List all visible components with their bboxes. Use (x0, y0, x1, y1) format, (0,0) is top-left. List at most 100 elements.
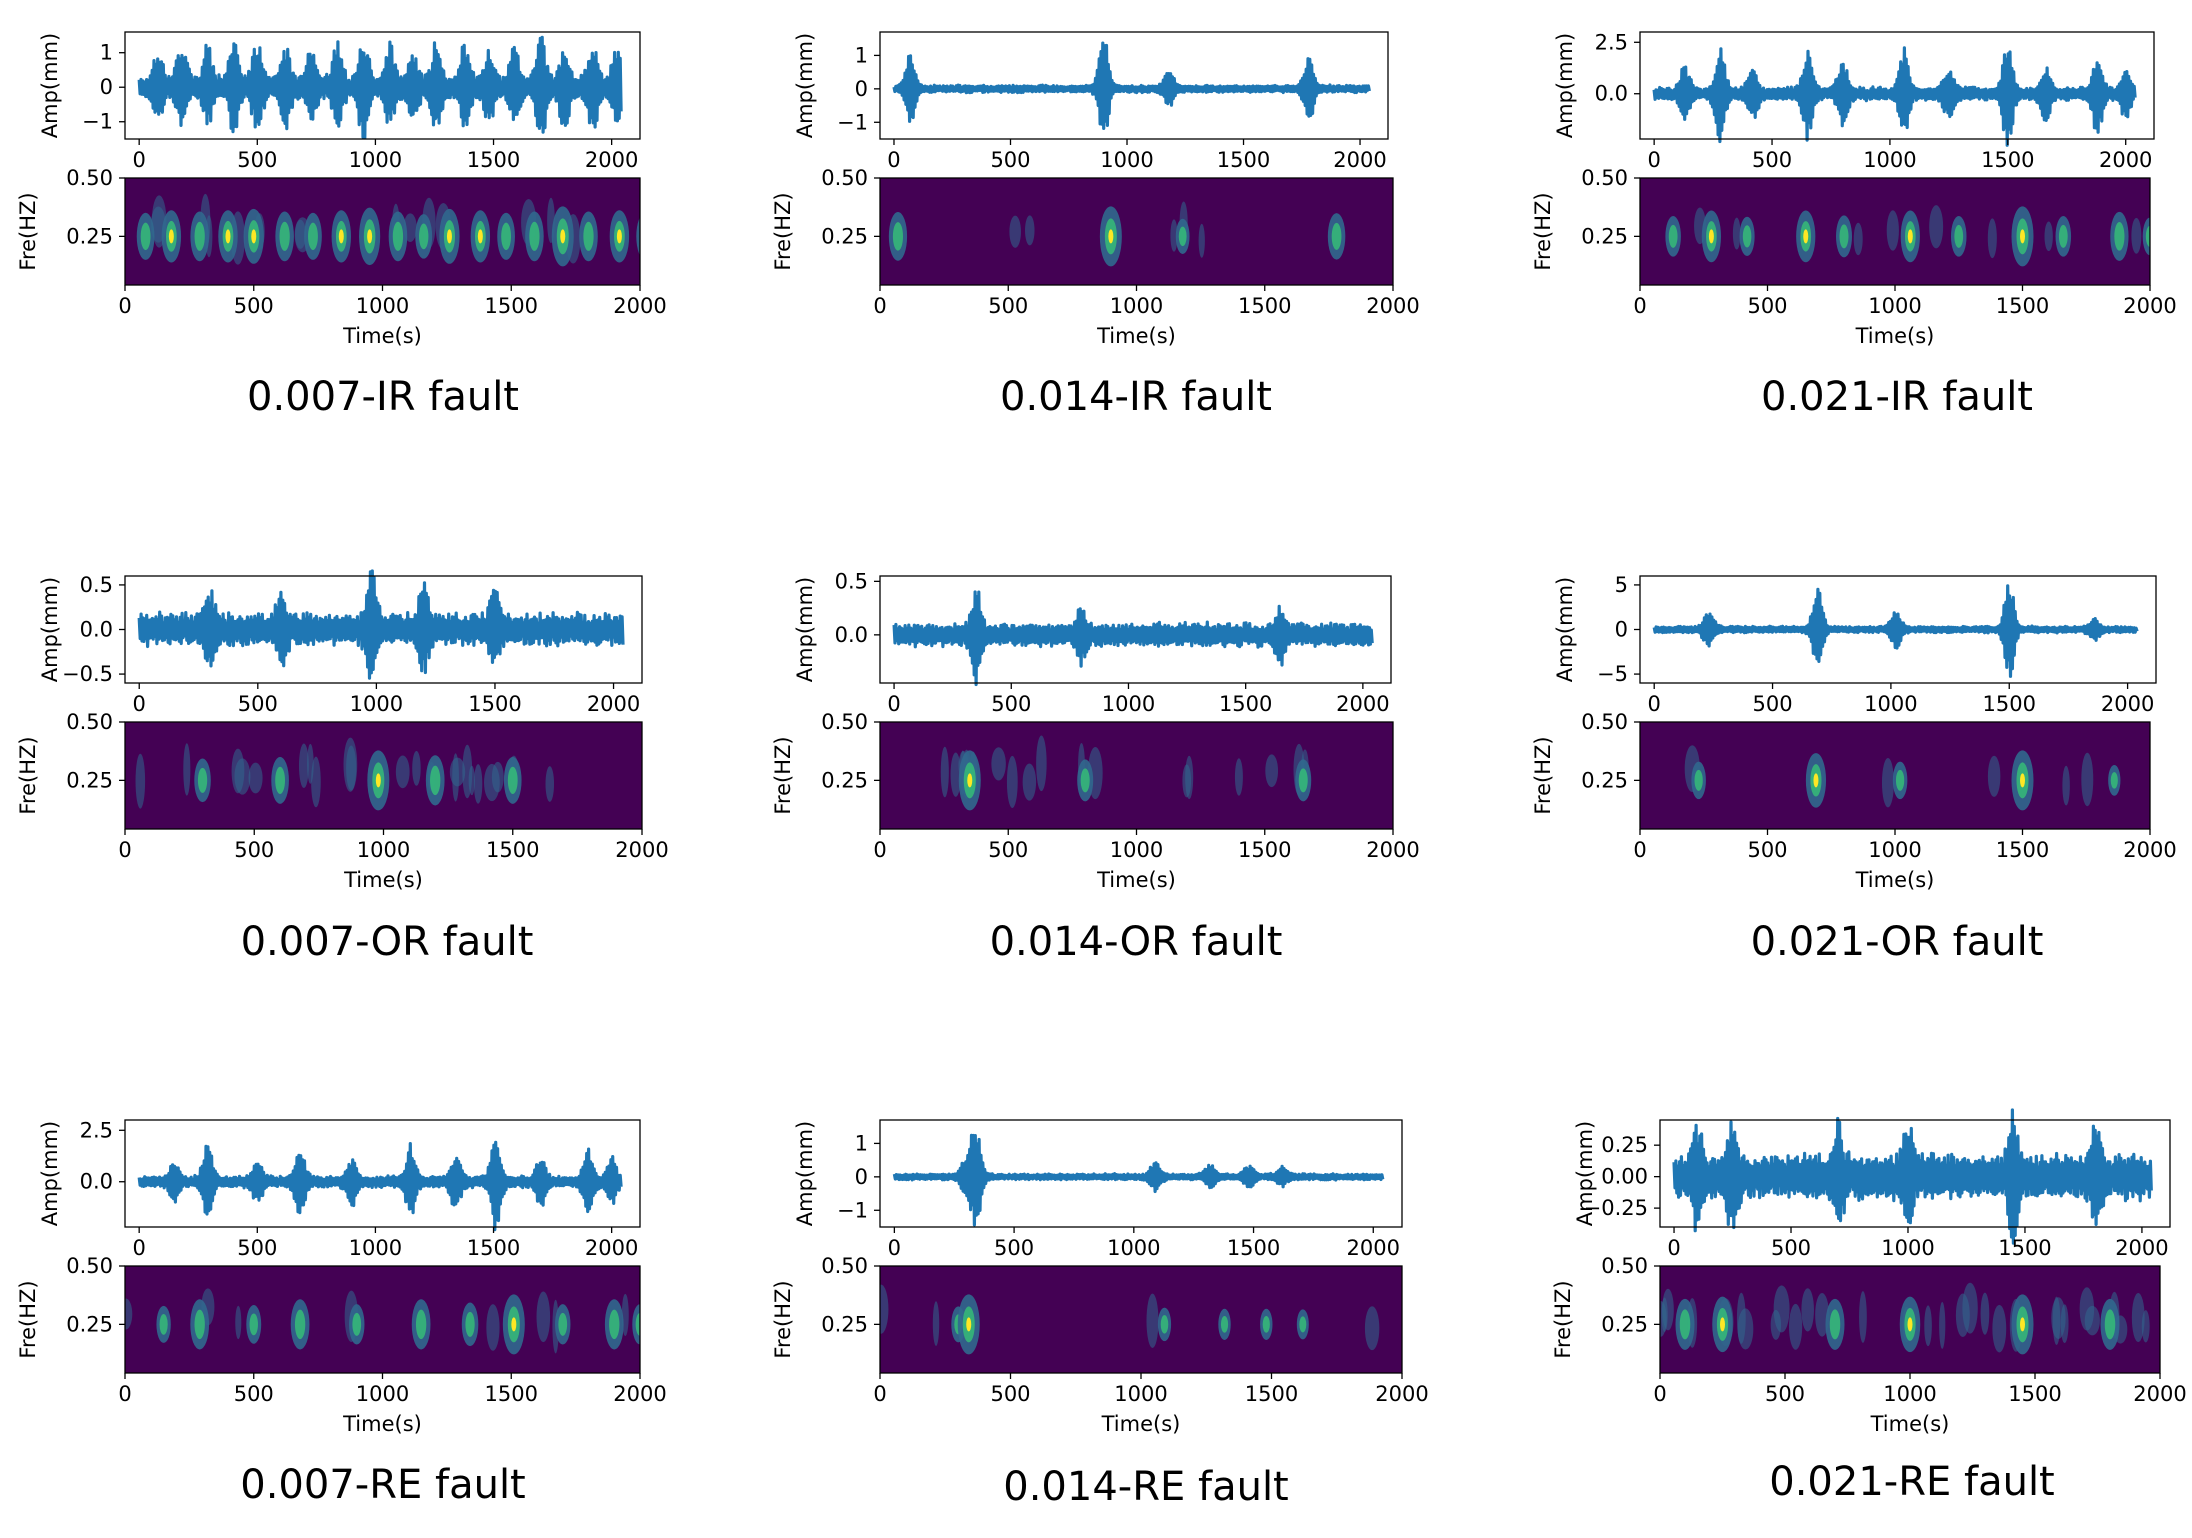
spectrogram-texture (1859, 1291, 1867, 1343)
spectrogram-peak (1720, 1317, 1725, 1332)
spectrogram-texture (235, 1305, 242, 1340)
spectrogram-texture (1265, 754, 1279, 788)
spectrogram-axes: 0.50 0.25 0 500 1000 1500 2000 Time(s) Fre(HZ) (1551, 1254, 2187, 1436)
signal-axes: 0.25 0.00 −0.25 0 500 1000 1500 2000 Amp(mm) (1573, 1108, 2171, 1260)
spectrogram-texture (1170, 219, 1178, 252)
spectrogram-texture (294, 219, 306, 249)
spectrogram-texture (2060, 1304, 2069, 1344)
spectrogram-texture (486, 1304, 500, 1351)
spectrogram-blob-core (583, 221, 594, 251)
spectrogram-xlabel: Time(s) (342, 324, 422, 348)
signal-xtick-label: 1000 (1881, 1236, 1934, 1260)
panel-ir021: 2.5 0.0 0 500 1000 1500 2000 Amp(mm) 0.50 0.25 0 50… (1531, 30, 2177, 420)
signal-xtick-label: 1000 (1102, 692, 1155, 716)
spectrogram-xlabel: Time(s) (1101, 1412, 1181, 1436)
signal-xtick-label: 500 (1752, 148, 1792, 172)
spectrogram-ytick-label: 0.50 (66, 166, 113, 190)
spectrogram-peak (1803, 229, 1809, 244)
spectrogram-blob-core (1220, 1315, 1229, 1333)
signal-xtick-label: 500 (1771, 1236, 1811, 1260)
spectrogram-xtick-label: 2000 (613, 294, 666, 318)
signal-axes: 2.5 0.0 0 500 1000 1500 2000 Amp(mm) (38, 1118, 641, 1260)
spectrogram-blob-core (1262, 1315, 1270, 1333)
spectrogram-texture (135, 753, 146, 809)
signal-ytick-label: 0.5 (835, 569, 868, 593)
spectrogram-texture (1939, 1301, 1946, 1349)
spectrogram-peak (1108, 229, 1114, 244)
signal-xtick-label: 1000 (1864, 692, 1917, 716)
spectrogram-texture (1770, 1309, 1782, 1340)
spectrogram-texture (412, 750, 421, 786)
spectrogram-ytick-label: 0.50 (821, 1254, 868, 1278)
spectrogram-xtick-label: 1000 (1110, 838, 1163, 862)
spectrogram-blob-core (1160, 1315, 1169, 1334)
spectrogram-blob-core (430, 765, 441, 796)
spectrogram-blob-core (418, 223, 429, 250)
signal-ytick-label: −0.5 (62, 662, 113, 686)
spectrogram-ytick-label: 0.25 (66, 224, 113, 248)
spectrogram-xtick-label: 2000 (2123, 294, 2176, 318)
signal-axes: 5 0 −5 0 500 1000 1500 2000 Amp(mm) (1553, 573, 2157, 716)
spectrogram-energy (880, 1284, 1380, 1355)
signal-xtick-label: 1000 (350, 692, 403, 716)
panel-caption: 0.007-OR fault (241, 919, 534, 965)
panel-caption: 0.021-IR fault (1761, 374, 2033, 420)
spectrogram-texture (1881, 757, 1894, 808)
spectrogram-blob-core (501, 222, 512, 251)
signal-xtick-label: 2000 (1336, 692, 1389, 716)
spectrogram-xtick-label: 500 (988, 838, 1028, 862)
spectrogram-ylabel: Fre(HZ) (771, 1280, 795, 1358)
signal-line (137, 569, 625, 680)
spectrogram-xtick-label: 1500 (1245, 1382, 1298, 1406)
spectrogram-ylabel: Fre(HZ) (1551, 1280, 1575, 1358)
spectrogram-blob-core (415, 1309, 427, 1340)
spectrogram-blob-core (194, 221, 205, 251)
spectrogram-blob-core (1668, 224, 1678, 248)
spectrogram-texture (1025, 215, 1035, 246)
spectrogram-background (880, 178, 1393, 285)
spectrogram-energy (1684, 745, 2121, 811)
spectrogram-peak (560, 229, 566, 244)
panel-or014: 0.5 0.0 0 500 1000 1500 2000 Amp(mm) 0.50 0.25 0 50… (771, 569, 1420, 965)
signal-xtick-label: 0 (887, 692, 900, 716)
spectrogram-energy (888, 201, 1346, 267)
panel-caption: 0.007-RE fault (240, 1462, 525, 1508)
spectrogram-xlabel: Time(s) (342, 1412, 422, 1436)
spectrogram-texture (2131, 217, 2142, 254)
spectrogram-ylabel: Fre(HZ) (771, 192, 795, 270)
spectrogram-peak (2020, 229, 2025, 244)
signal-ylabel: Amp(mm) (38, 1121, 62, 1226)
spectrogram-xtick-label: 0 (118, 294, 131, 318)
signal-xtick-label: 1000 (1107, 1236, 1160, 1260)
signal-ytick-label: −0.25 (1584, 1196, 1648, 1220)
panel-re007: 2.5 0.0 0 500 1000 1500 2000 Amp(mm) 0.50 0.25 0 50… (16, 1118, 667, 1508)
spectrogram-peak (1708, 229, 1714, 244)
spectrogram-texture (1853, 222, 1863, 256)
panel-re021: 0.25 0.00 −0.25 0 500 1000 1500 2000 Amp(mm) 0.50… (1551, 1108, 2187, 1505)
spectrogram-blob-core (279, 221, 290, 251)
signal-axes: 1 0 −1 0 500 1000 1500 2000 Amp(mm) (793, 31, 1389, 172)
spectrogram-blob-core (609, 1309, 620, 1340)
spectrogram-peak (375, 773, 381, 788)
spectrogram-xtick-label: 0 (118, 838, 131, 862)
spectrogram-xtick-label: 500 (1765, 1382, 1805, 1406)
spectrogram-ytick-label: 0.25 (1601, 1312, 1648, 1336)
signal-xtick-label: 2000 (2101, 692, 2154, 716)
spectrogram-peak (511, 1317, 517, 1332)
signal-ytick-label: 0.0 (835, 623, 868, 647)
spectrogram-energy (135, 737, 555, 811)
signal-xtick-label: 500 (1753, 692, 1793, 716)
spectrogram-blob-core (558, 1312, 568, 1336)
signal-xtick-label: 500 (991, 692, 1031, 716)
spectrogram-blob-core (1954, 224, 1964, 248)
signal-ylabel: Amp(mm) (38, 33, 62, 138)
spectrogram-ytick-label: 0.50 (66, 1254, 113, 1278)
spectrogram-xlabel: Time(s) (343, 868, 423, 892)
spectrogram-axes: 0.50 0.25 0 500 1000 1500 2000 Time(s) Fre(HZ) (771, 1254, 1429, 1436)
spectrogram-axes: 0.50 0.25 0 500 1000 1500 2000 Time(s) Fre(HZ) (771, 710, 1420, 892)
spectrogram-texture (2079, 1287, 2095, 1331)
signal-frame (879, 575, 1392, 684)
spectrogram-blob-core (194, 1309, 205, 1340)
